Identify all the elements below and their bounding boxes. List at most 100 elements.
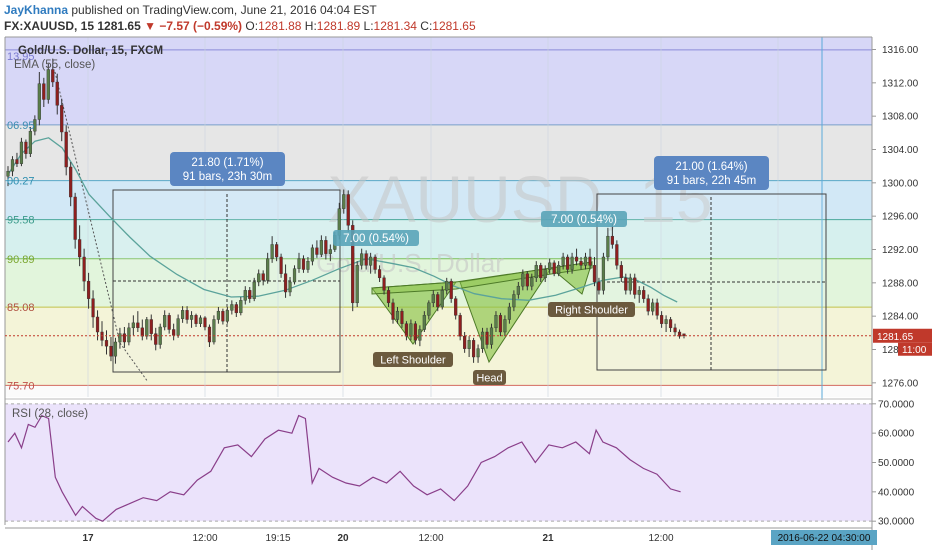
candle-body-90 <box>409 323 413 337</box>
candle-body-131 <box>592 265 597 283</box>
time-tick-label-4: 12:00 <box>418 533 443 544</box>
legend-ema: EMA (55, close) <box>14 59 95 71</box>
fib-label-2: 00.27 <box>7 176 35 188</box>
candle-body-51 <box>234 304 238 314</box>
candle-body-80 <box>364 253 368 266</box>
price-tick-label-4: 1292.00 <box>882 245 919 256</box>
measure-label-bg-1 <box>654 156 769 190</box>
rsi-line <box>7 414 681 522</box>
time-tag: 2016-06-22 04:30:00 <box>778 533 871 544</box>
candle-body-20 <box>95 316 100 333</box>
ema-line <box>7 137 678 303</box>
fib-label-3: 95.58 <box>7 215 35 227</box>
swing-label-1: 7.00 (0.54%) <box>551 214 617 226</box>
measure-boxes[interactable]: 21.80 (1.71%) 91 bars, 23h 30m 21.00 (1.64… <box>112 152 827 373</box>
countdown-tag: 11:00 <box>902 345 927 356</box>
candle-body-5 <box>28 130 32 154</box>
candle-body-151 <box>682 333 686 336</box>
candle-body-99 <box>449 280 453 299</box>
candle-body-119 <box>539 265 543 279</box>
time-tick-label-0: 17 <box>82 533 94 544</box>
measure-label-line1-1: 21.00 (1.64%) <box>675 161 747 173</box>
candle-body-145 <box>655 302 659 316</box>
measure-label-line2-0: 91 bars, 23h 30m <box>183 171 273 183</box>
candle-body-87 <box>395 310 400 320</box>
candle-body-137 <box>619 265 623 279</box>
candle-body-38 <box>176 318 180 336</box>
last-price-tag: 1281.65 <box>877 332 914 343</box>
candle-body-84 <box>382 277 386 291</box>
candle-body-116 <box>525 273 529 287</box>
candle-body-60 <box>275 244 279 258</box>
candle-body-111 <box>503 319 507 333</box>
price-tick-label-2: 1284.00 <box>882 312 919 323</box>
candle-body-121 <box>548 262 552 270</box>
fib-lines <box>5 49 872 386</box>
candle-body-136 <box>615 244 619 266</box>
candle-body-123 <box>557 265 561 274</box>
fib-labels: 13.95 06.95 00.27 95.58 90.89 85.08 75.70 <box>7 51 35 392</box>
price-change: ▼ −7.57 (−0.59%) <box>144 19 243 33</box>
trend-dotted-line-2 <box>54 71 121 344</box>
candle-body-120 <box>543 269 547 279</box>
candle-body-3 <box>19 141 24 164</box>
price-tick-label-7: 1304.00 <box>882 145 919 156</box>
candle-body-4 <box>24 141 28 154</box>
price-axis-bg <box>872 37 932 550</box>
candle-body-40 <box>185 310 189 320</box>
candle-body-11 <box>55 81 59 106</box>
candle-body-134 <box>606 235 610 258</box>
rsi-pane: RSI (28, close) <box>5 398 872 525</box>
ema-path <box>7 137 678 303</box>
swing-label-bg-0 <box>333 230 419 246</box>
candle-body-42 <box>194 315 198 324</box>
rsi-tick-label-4: 70.0000 <box>878 399 915 410</box>
candle-body-148 <box>668 319 673 329</box>
price-tick-label-0: 1276.00 <box>882 378 919 389</box>
measure-label-bg-0 <box>170 152 285 186</box>
candle-body-125 <box>566 256 570 270</box>
candle-body-124 <box>561 256 565 266</box>
candle-body-35 <box>163 315 167 328</box>
candle-body-45 <box>207 326 212 343</box>
time-tick-label-3: 20 <box>337 533 349 544</box>
candle-body-133 <box>601 256 606 291</box>
candle-body-83 <box>377 269 382 279</box>
open-label: O: <box>245 19 259 33</box>
candle-body-132 <box>597 281 601 291</box>
candle-body-46 <box>212 319 216 343</box>
candle-body-19 <box>91 298 95 318</box>
price-tick-label-9: 1312.00 <box>882 78 919 89</box>
candle-body-61 <box>279 256 283 274</box>
last-price-tag-bg <box>873 328 932 343</box>
head-and-shoulders-pattern[interactable] <box>54 71 593 383</box>
candle-body-36 <box>167 315 171 330</box>
candle-body-26 <box>122 333 126 343</box>
candle-body-78 <box>355 265 359 304</box>
candle-body-101 <box>458 315 462 337</box>
author-link[interactable]: JayKhanna <box>4 3 69 17</box>
pattern-label-right: Right Shoulder <box>555 305 628 317</box>
candle-body-127 <box>574 256 579 262</box>
candle-body-29 <box>136 322 140 329</box>
candle-body-138 <box>624 277 628 291</box>
candle-body-1 <box>10 159 15 172</box>
high-label: H: <box>304 19 317 33</box>
candle-body-81 <box>369 256 373 266</box>
candle-body-12 <box>60 105 64 133</box>
close-value: 1281.65 <box>432 19 476 33</box>
candle-body-59 <box>270 244 274 259</box>
close-label: C: <box>420 19 433 33</box>
candle-body-6 <box>33 119 37 132</box>
time-tag-bg <box>771 530 877 545</box>
pattern-label-bg-right <box>548 302 635 317</box>
symbol-name: FX:XAUUSD, 15 <box>4 19 95 33</box>
rsi-tick-label-0: 30.0000 <box>878 517 915 528</box>
swing-labels: 7.00 (0.54%) 7.00 (0.54%) <box>333 211 627 246</box>
candle-body-49 <box>225 310 229 322</box>
candle-body-55 <box>252 281 256 299</box>
candle-body-135 <box>610 235 614 245</box>
candle-body-9 <box>46 69 50 100</box>
